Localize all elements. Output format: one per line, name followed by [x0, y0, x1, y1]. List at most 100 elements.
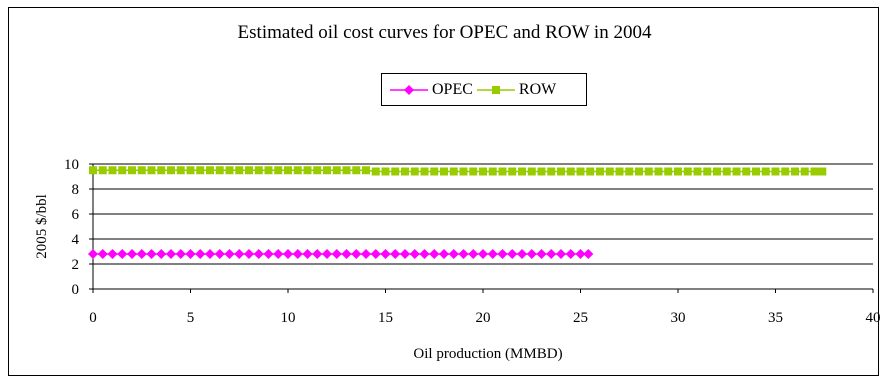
point-row-9: [176, 166, 185, 175]
point-row-22: [303, 166, 312, 175]
point-opec-49: [565, 249, 576, 259]
point-row-14: [225, 166, 234, 175]
legend-swatch-opec: [390, 84, 428, 95]
point-row-23: [313, 166, 322, 175]
point-opec-15: [234, 249, 245, 259]
point-row-34: [420, 167, 429, 176]
point-opec-2: [107, 249, 118, 259]
chart-frame: Estimated oil cost curves for OPEC and R…: [8, 7, 879, 376]
point-row-7: [157, 166, 166, 175]
point-row-20: [284, 166, 292, 175]
point-opec-8: [166, 249, 176, 259]
point-row-42: [498, 167, 507, 176]
point-opec-32: [400, 249, 410, 259]
point-row-63: [703, 167, 712, 176]
point-row-21: [293, 166, 302, 175]
point-row-54: [615, 167, 624, 176]
point-row-17: [254, 166, 263, 175]
x-tick-label-4: 20: [476, 310, 491, 326]
y-tick-label-4: 8: [72, 182, 80, 198]
y-tick-label-3: 6: [72, 207, 80, 223]
point-row-36: [440, 167, 448, 176]
legend-label-row: ROW: [518, 80, 557, 98]
point-row-59: [664, 167, 673, 176]
point-row-47: [547, 167, 556, 176]
point-row-48: [557, 167, 565, 176]
point-row-68: [752, 167, 760, 176]
y-tick-label-5: 10: [64, 157, 79, 173]
y-tick-label-2: 4: [72, 232, 80, 248]
point-row-2: [108, 166, 117, 175]
point-row-16: [245, 166, 253, 175]
point-row-45: [527, 167, 536, 176]
point-opec-11: [195, 249, 206, 259]
point-opec-24: [322, 249, 332, 259]
point-opec-38: [458, 249, 469, 259]
point-row-38: [459, 167, 468, 176]
legend-swatch-row: [476, 85, 515, 94]
point-row-41: [488, 167, 497, 176]
point-row-51: [586, 167, 595, 176]
point-opec-50: [575, 249, 586, 259]
point-row-18: [264, 166, 273, 175]
point-opec-41: [487, 249, 498, 259]
point-opec-37: [448, 249, 459, 259]
point-row-5: [137, 166, 146, 175]
point-row-33: [410, 167, 419, 176]
point-opec-16: [244, 249, 254, 259]
point-row-44: [518, 167, 526, 176]
x-axis-title: Oil production (MMBD): [413, 346, 562, 362]
point-row-65: [722, 167, 731, 176]
chart-title: Estimated oil cost curves for OPEC and R…: [237, 22, 652, 43]
point-opec-14: [224, 249, 235, 259]
point-row-31: [391, 167, 400, 176]
point-opec-43: [507, 249, 518, 259]
point-row-60: [674, 167, 682, 176]
point-opec-7: [156, 249, 167, 259]
point-row-8: [167, 166, 175, 175]
point-row-66: [732, 167, 741, 176]
x-tick-label-6: 30: [671, 310, 686, 326]
point-opec-19: [273, 249, 284, 259]
point-row-72: [791, 167, 799, 176]
point-opec-33: [409, 249, 420, 259]
point-opec-20: [283, 249, 293, 259]
point-row-70: [771, 167, 780, 176]
point-row-71: [781, 167, 790, 176]
y-axis-title: 2005 $/bbl: [34, 194, 50, 259]
point-opec-17: [253, 249, 264, 259]
x-tick-label-5: 25: [573, 310, 588, 326]
point-row-28: [362, 166, 370, 175]
point-row-67: [742, 167, 751, 176]
point-opec-5: [136, 249, 147, 259]
point-opec-31: [390, 249, 401, 259]
point-row-35: [430, 167, 439, 176]
point-row-75: [818, 167, 827, 176]
x-tick-label-1: 5: [187, 310, 195, 326]
point-opec-22: [302, 249, 313, 259]
x-tick-label-3: 15: [378, 310, 393, 326]
x-tick-label-0: 0: [89, 310, 97, 326]
point-row-29: [371, 167, 380, 176]
point-opec-39: [468, 249, 479, 259]
point-opec-25: [331, 249, 342, 259]
legend: OPEC ROW: [381, 73, 587, 106]
point-row-40: [479, 167, 487, 176]
point-row-57: [644, 167, 653, 176]
point-row-0: [89, 166, 97, 175]
point-opec-51: [583, 249, 594, 259]
point-row-12: [206, 166, 214, 175]
point-row-61: [683, 167, 692, 176]
legend-item-opec: OPEC: [390, 81, 473, 99]
point-opec-40: [478, 249, 488, 259]
point-row-32: [401, 167, 409, 176]
point-row-37: [449, 167, 458, 176]
point-opec-27: [351, 249, 362, 259]
point-opec-48: [556, 249, 566, 259]
point-opec-47: [546, 249, 557, 259]
point-row-24: [323, 166, 331, 175]
point-opec-6: [146, 249, 157, 259]
point-row-74: [810, 167, 819, 176]
point-row-6: [147, 166, 156, 175]
point-opec-23: [312, 249, 323, 259]
